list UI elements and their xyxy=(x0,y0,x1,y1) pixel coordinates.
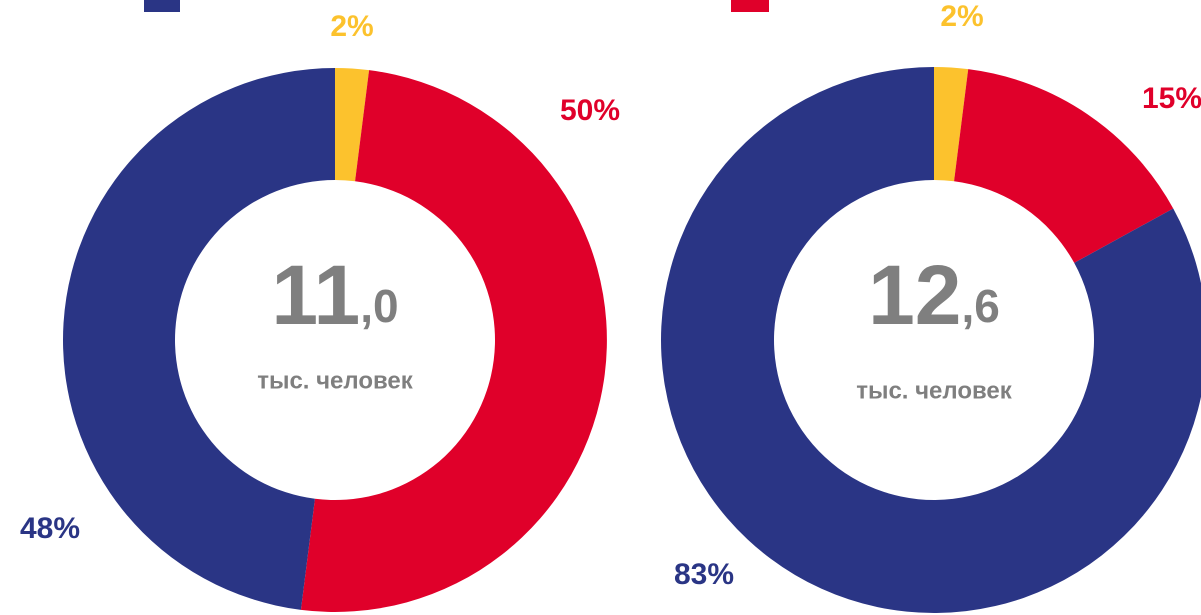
value-label: 48% xyxy=(20,512,80,545)
center-caption: тыс. человек xyxy=(856,377,1013,404)
donut-segment xyxy=(661,67,1201,613)
center-fraction: ,0 xyxy=(360,280,398,332)
legend-swatch xyxy=(731,0,769,12)
donut-segment xyxy=(62,68,335,610)
center-whole: 12 xyxy=(868,248,961,342)
donut-segment xyxy=(954,69,1174,263)
center-whole: 11 xyxy=(271,248,360,342)
center-value: 12,6 xyxy=(868,248,1000,342)
center-fraction: ,6 xyxy=(962,280,1000,332)
center-value: 11,0 xyxy=(271,248,398,342)
value-label: 50% xyxy=(560,94,620,127)
value-label: 83% xyxy=(674,558,734,591)
value-label: 2% xyxy=(330,10,373,43)
center-caption: тыс. человек xyxy=(257,367,414,394)
donut-segment xyxy=(934,67,969,182)
donut-segment xyxy=(335,68,370,182)
value-label: 15% xyxy=(1142,82,1201,115)
value-label: 2% xyxy=(940,0,983,33)
legend-swatch xyxy=(144,0,180,12)
donut-segment xyxy=(300,70,607,612)
